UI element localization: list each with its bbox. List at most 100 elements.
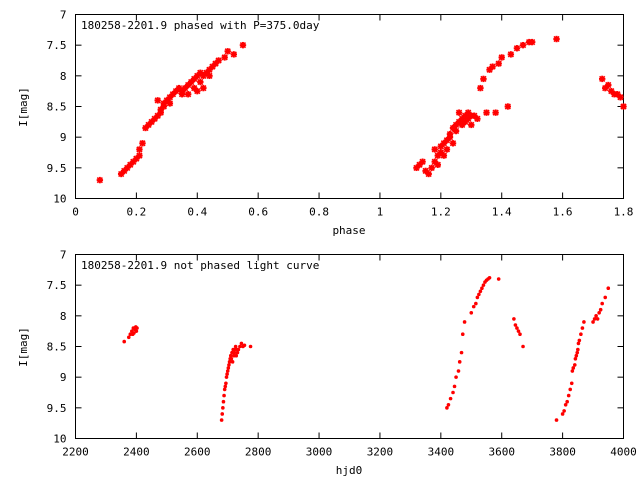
- data-point: [224, 375, 229, 379]
- unphased-plot-xlabel: hjd0: [336, 464, 363, 477]
- data-point: [580, 326, 585, 330]
- data-point: [221, 406, 225, 410]
- unphased-plot-title: 180258-2201.9 not phased light curve: [81, 259, 319, 272]
- phased-y-tick-label: 7: [60, 9, 67, 22]
- unphased-y-tick-label: 8: [60, 310, 67, 323]
- data-point: [513, 45, 521, 52]
- data-point: [225, 369, 230, 373]
- data-point: [574, 353, 579, 358]
- data-point: [528, 38, 536, 46]
- phased-x-tick-label: 1.4: [492, 206, 512, 219]
- data-point: [562, 409, 566, 413]
- data-point: [233, 344, 238, 349]
- data-point: [238, 344, 242, 349]
- data-point: [456, 369, 461, 373]
- data-point: [595, 317, 600, 321]
- data-point: [554, 418, 559, 422]
- data-point: [489, 63, 496, 70]
- phased-plot-xlabel: phase: [332, 224, 365, 237]
- phased-x-tick-label: 1: [377, 206, 384, 219]
- data-point: [579, 332, 583, 337]
- data-point: [454, 375, 458, 379]
- data-point: [184, 91, 192, 98]
- data-point: [518, 332, 522, 337]
- data-point: [419, 158, 426, 165]
- data-point: [194, 87, 201, 95]
- phased-plot-ylabel: I[mag]: [17, 87, 30, 127]
- data-point: [571, 366, 576, 370]
- data-point: [504, 103, 512, 110]
- data-point: [242, 343, 247, 348]
- data-point: [597, 310, 601, 315]
- data-point: [576, 347, 580, 352]
- phased-x-tick-label: 0.6: [248, 206, 268, 219]
- unphased-x-tick-label: 3600: [488, 446, 515, 459]
- data-point: [96, 176, 104, 184]
- data-point: [227, 363, 231, 367]
- unphased-x-tick-label: 2600: [184, 446, 211, 459]
- data-point: [513, 323, 518, 327]
- data-point: [459, 350, 464, 355]
- data-point: [154, 97, 161, 104]
- data-point: [228, 353, 233, 358]
- phased-y-tick-label: 8.5: [47, 101, 67, 114]
- data-point: [591, 320, 595, 324]
- data-point: [200, 84, 207, 92]
- data-point: [434, 161, 441, 168]
- data-point: [451, 390, 455, 395]
- phased-plot-panel: 180258-2201.9 phased with P=375.0day pha…: [17, 9, 633, 238]
- unphased-x-tick-label: 4000: [610, 446, 637, 459]
- data-point: [445, 406, 449, 410]
- unphased-y-tick-label: 10: [53, 433, 66, 446]
- data-point: [577, 338, 582, 343]
- data-point: [226, 366, 231, 370]
- data-point: [248, 344, 253, 349]
- data-point: [134, 329, 139, 333]
- data-point: [568, 387, 573, 392]
- unphased-y-tick-label: 8.5: [47, 341, 67, 354]
- unphased-y-tick-label: 9: [60, 371, 67, 384]
- data-point: [221, 399, 226, 404]
- data-point: [135, 326, 139, 330]
- data-point: [475, 295, 480, 300]
- data-point: [483, 109, 490, 116]
- unphased-y-tick-label: 9.5: [47, 402, 67, 415]
- data-point: [221, 54, 228, 61]
- phased-plot-points: [96, 35, 627, 184]
- data-point: [515, 326, 519, 330]
- data-point: [224, 381, 228, 386]
- data-point: [592, 317, 597, 321]
- data-point: [598, 307, 603, 312]
- data-point: [553, 35, 560, 43]
- data-point: [566, 393, 571, 398]
- unphased-x-tick-label: 2400: [123, 446, 150, 459]
- data-point: [449, 140, 457, 147]
- phased-x-tick-label: 0.4: [187, 206, 207, 219]
- data-point: [136, 152, 143, 159]
- data-point: [462, 320, 467, 324]
- data-point: [448, 396, 453, 401]
- data-point: [139, 140, 146, 147]
- data-point: [443, 146, 451, 153]
- data-point: [452, 384, 457, 389]
- data-point: [474, 301, 478, 306]
- data-point: [220, 412, 225, 416]
- data-point: [573, 356, 578, 361]
- data-point: [227, 360, 232, 364]
- data-point: [495, 60, 502, 67]
- data-point: [236, 347, 241, 352]
- unphased-x-tick-label: 3400: [428, 446, 455, 459]
- data-point: [477, 84, 484, 92]
- data-point: [235, 350, 240, 355]
- data-point: [572, 363, 577, 367]
- phased-plot-frame: [75, 14, 624, 199]
- data-point: [468, 121, 475, 129]
- data-point: [446, 130, 454, 138]
- data-point: [598, 75, 606, 83]
- unphased-x-tick-label: 2200: [62, 446, 89, 459]
- data-point: [239, 341, 244, 346]
- data-point: [215, 57, 222, 64]
- data-point: [519, 41, 527, 49]
- unphased-plot-frame: [75, 254, 624, 439]
- data-point: [569, 381, 574, 386]
